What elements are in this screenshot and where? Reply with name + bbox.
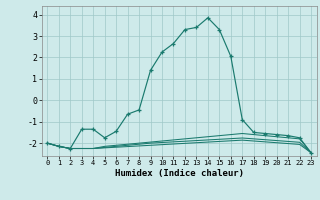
X-axis label: Humidex (Indice chaleur): Humidex (Indice chaleur) <box>115 169 244 178</box>
